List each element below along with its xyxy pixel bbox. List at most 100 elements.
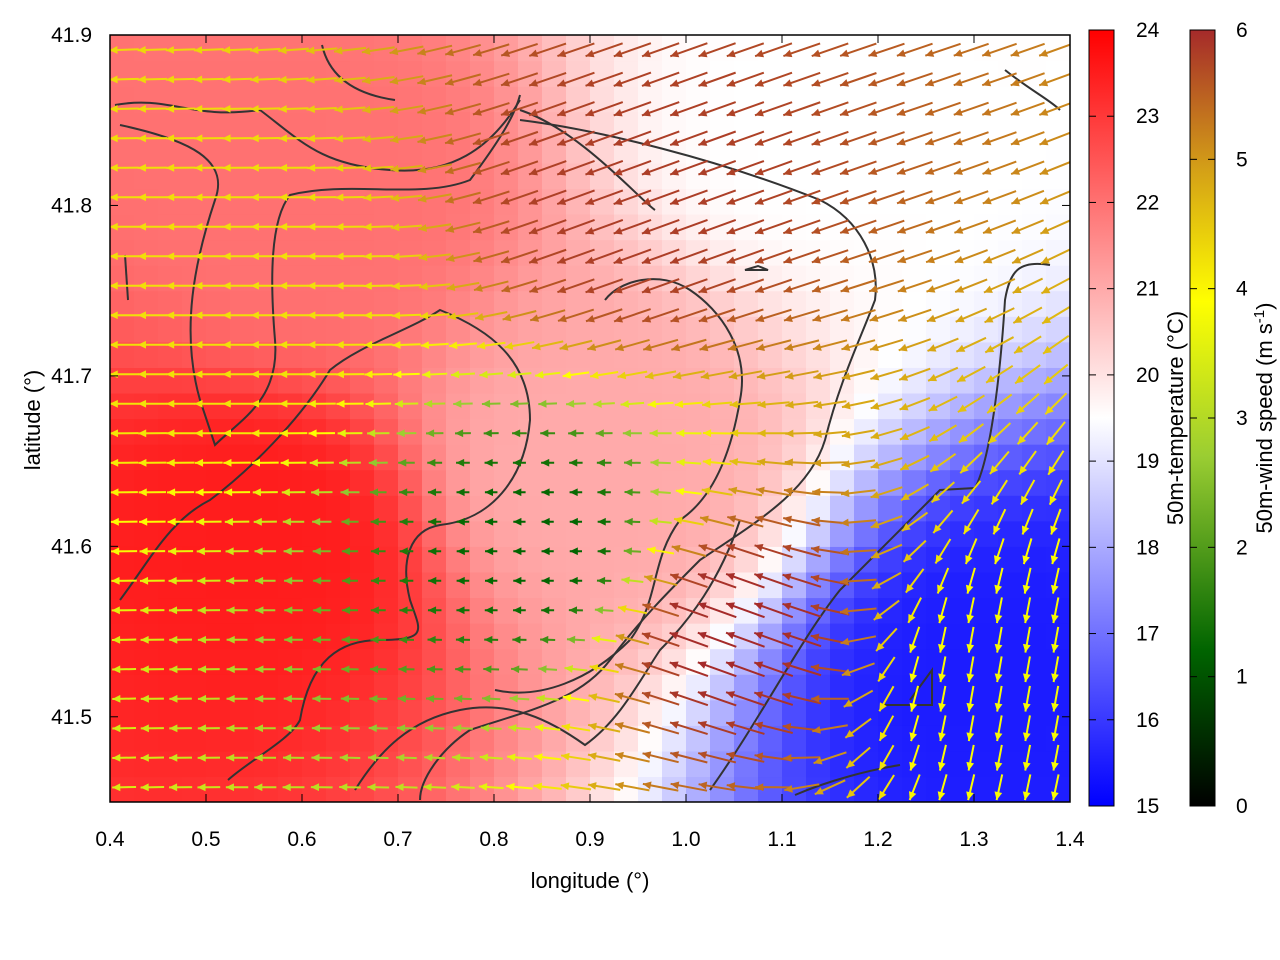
wind-vector-head [613, 109, 623, 117]
wind-vector [782, 219, 821, 235]
wind-vector [165, 75, 196, 84]
heatmap-cell [854, 571, 879, 599]
wind-vector-head [450, 370, 460, 379]
wind-vector [641, 308, 680, 323]
heatmap-cell [542, 162, 567, 189]
wind-vector-head [110, 311, 118, 320]
wind-vector [839, 101, 877, 117]
wind-vector-head [1040, 226, 1050, 234]
heatmap-cell [1046, 213, 1070, 241]
wind-vector-head [1014, 345, 1024, 354]
wind-vector [361, 46, 395, 55]
wind-vector [844, 717, 872, 739]
wind-vector [569, 547, 583, 556]
heatmap-cell [134, 418, 159, 445]
wind-vector-head [479, 753, 489, 762]
heatmap-cell [278, 239, 303, 266]
heatmap-cell [422, 725, 447, 752]
wind-vector-head [676, 429, 685, 438]
wind-vector [452, 753, 474, 762]
wind-vector-head [168, 606, 178, 615]
wind-vector-head [507, 753, 516, 762]
wind-vector [166, 340, 196, 349]
heatmap-cell [470, 290, 495, 317]
wind-vector-head [417, 165, 427, 174]
wind-vector [697, 691, 737, 707]
wind-vector-head [983, 285, 993, 293]
wind-vector-head [501, 256, 511, 264]
wind-vector [840, 249, 877, 264]
wind-vector-head [1039, 167, 1049, 175]
heatmap-cell [158, 392, 183, 420]
wind-vector [417, 133, 453, 145]
heatmap-cell [542, 367, 567, 394]
wind-vector-head [110, 517, 119, 526]
heatmap-cell [734, 776, 759, 802]
wind-vector [399, 547, 414, 556]
wind-vector [1012, 306, 1043, 324]
wind-vector-head [644, 574, 653, 583]
heatmap-cell [494, 418, 519, 445]
heatmap-cell [158, 776, 183, 802]
wind-vector-head [224, 488, 233, 497]
heatmap-cell [110, 750, 135, 778]
wind-vector [427, 458, 443, 467]
wind-vector [500, 189, 539, 205]
heatmap-cell [470, 750, 495, 778]
heatmap-cell [782, 418, 807, 445]
wind-vector [650, 458, 671, 467]
wind-vector [812, 459, 848, 467]
contour-line [321, 44, 396, 101]
wind-vector [455, 665, 471, 674]
wind-vector [1022, 597, 1032, 624]
heatmap-cell [350, 316, 375, 343]
wind-vector [754, 721, 793, 734]
wind-vector [335, 311, 365, 320]
wind-vector-head [899, 403, 909, 411]
wind-vector [167, 517, 194, 526]
wind-vector [110, 311, 139, 320]
wind-vector [698, 189, 737, 205]
wind-vector [500, 101, 539, 117]
wind-vector-head [982, 108, 992, 116]
wind-vector-head [783, 226, 793, 235]
wind-vector [280, 458, 307, 467]
heatmap-cell [1046, 469, 1070, 496]
wind-vector-head [420, 341, 430, 350]
wind-vector [363, 340, 393, 349]
heatmap-cell [206, 699, 231, 726]
wind-vector-head [279, 281, 288, 290]
wind-vector [456, 606, 470, 615]
wind-vector-head [870, 402, 880, 410]
wind-vector-head [307, 163, 316, 172]
wind-vector-head [641, 79, 651, 87]
wind-vector [166, 252, 196, 261]
wind-vector-head [478, 783, 488, 791]
wind-vector [513, 547, 526, 556]
wind-vector [624, 488, 641, 497]
wind-vector [556, 189, 595, 205]
wind-vector [368, 458, 388, 467]
x-tick-label: 0.8 [479, 828, 508, 851]
wind-vector-head [504, 342, 514, 350]
wind-vector-head [869, 285, 879, 293]
wind-vector-head [1010, 137, 1020, 146]
wind-vector-head [938, 643, 946, 653]
wind-vector [987, 422, 1012, 445]
wind-vector-head [391, 252, 400, 261]
wind-vector-head [533, 782, 543, 791]
heatmap-cell [422, 776, 447, 802]
wind-vector-head [587, 343, 597, 351]
wind-vector [1018, 450, 1037, 476]
wind-vector-head [870, 431, 880, 440]
wind-vector-head [166, 429, 175, 438]
wind-vector-head [341, 517, 350, 526]
wind-vector [698, 248, 737, 264]
wind-vector-head [250, 46, 259, 55]
wind-vector-head [840, 314, 850, 322]
heatmap-cell [446, 674, 471, 701]
wind-vector-head [137, 281, 146, 290]
wind-vector-head [585, 109, 595, 117]
heatmap-cell [374, 495, 399, 522]
